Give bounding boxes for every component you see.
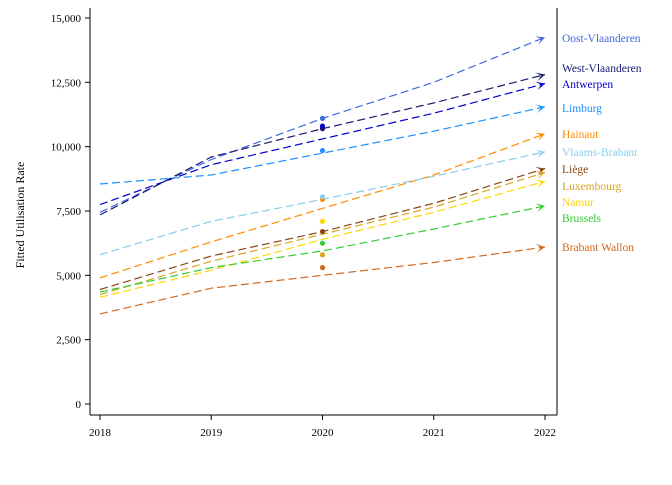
data-point-2020 bbox=[319, 194, 326, 200]
series-end-arrow bbox=[535, 81, 545, 91]
series-label: Brussels bbox=[562, 213, 602, 225]
x-tick-label: 2021 bbox=[423, 427, 445, 439]
data-point-2020 bbox=[319, 218, 326, 224]
series-labels: Oost-Vlaanderen West-Vlaanderen Antwerpen L… bbox=[562, 33, 642, 254]
data-point-2020 bbox=[319, 228, 326, 235]
x-tick-label: 2018 bbox=[89, 427, 112, 439]
series-end-arrow bbox=[534, 132, 545, 142]
data-point-2020 bbox=[319, 265, 326, 271]
series-line bbox=[99, 171, 546, 296]
data-point-2020 bbox=[319, 115, 326, 121]
x-tick-label: 2022 bbox=[534, 427, 556, 439]
series-end-arrow bbox=[535, 104, 545, 114]
y-tick-label: 7,500 bbox=[56, 206, 81, 218]
series-end-arrow bbox=[535, 170, 545, 180]
y-tick-label: 12,500 bbox=[51, 77, 82, 89]
series-line bbox=[99, 83, 546, 206]
series-line bbox=[99, 180, 546, 298]
y-tick-label: 15,000 bbox=[51, 13, 82, 25]
y-tick-label: 0 bbox=[76, 399, 82, 411]
series-end-arrow bbox=[535, 166, 545, 176]
series-label: Liège bbox=[562, 164, 588, 176]
series-end-arrow bbox=[535, 149, 545, 159]
x-tick-label: 2019 bbox=[200, 427, 223, 439]
y-tick-label: 5,000 bbox=[56, 270, 81, 282]
data-point-2020 bbox=[319, 240, 326, 246]
y-tick-label: 2,500 bbox=[56, 335, 81, 347]
y-tick-label: 10,000 bbox=[51, 142, 82, 154]
series-end-arrow bbox=[534, 36, 545, 45]
series-line bbox=[99, 205, 546, 293]
series-line bbox=[99, 246, 546, 315]
series-line bbox=[99, 106, 546, 185]
series-label: Luxembourg bbox=[562, 181, 621, 193]
series-label: Limburg bbox=[562, 103, 602, 115]
x-tick-label: 2020 bbox=[312, 427, 335, 439]
data-point-2020 bbox=[319, 147, 326, 154]
series-end-arrow bbox=[535, 203, 545, 213]
series-points bbox=[319, 115, 326, 271]
series-label: Vlaams-Brabant bbox=[562, 147, 638, 159]
series-label: Hainaut bbox=[562, 129, 599, 141]
series-label: Namur bbox=[562, 197, 594, 209]
axes: 0 2,500 5,000 7,500 10,000 12,500 15,000 2018 20… bbox=[51, 8, 558, 439]
series-label: Oost-Vlaanderen bbox=[562, 33, 641, 45]
series-lines bbox=[99, 36, 546, 315]
data-point-2020 bbox=[319, 123, 326, 129]
series-end-arrow bbox=[535, 179, 545, 189]
series-end-arrow bbox=[535, 72, 545, 82]
y-axis-title: Fitted Utilisation Rate bbox=[13, 162, 27, 269]
series-label: Brabant Wallon bbox=[562, 242, 634, 254]
series-label: West-Vlaanderen bbox=[562, 63, 642, 75]
series-label: Antwerpen bbox=[562, 79, 613, 91]
series-end-arrow bbox=[535, 243, 545, 253]
series-line bbox=[99, 133, 546, 279]
data-point-2020 bbox=[319, 252, 326, 258]
